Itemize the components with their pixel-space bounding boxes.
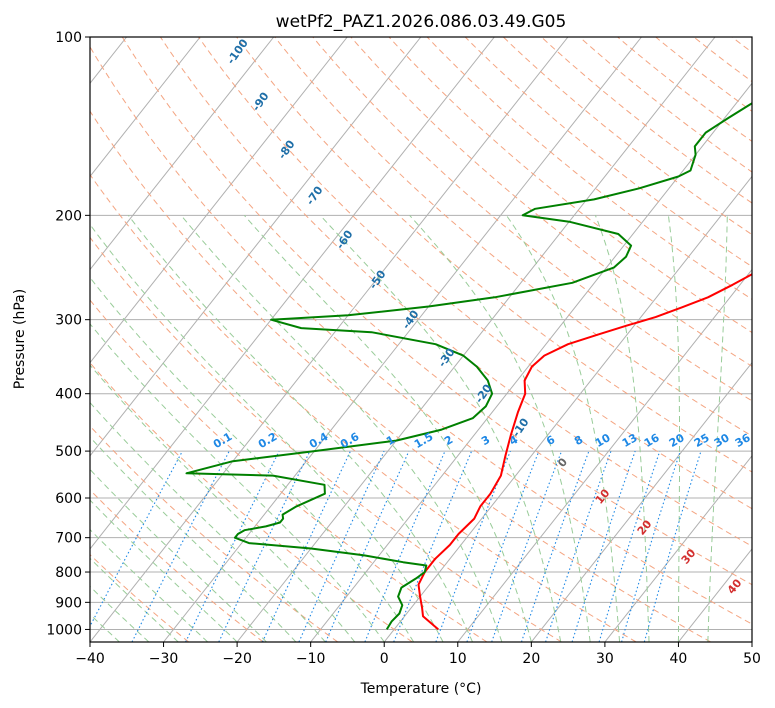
y-axis-label: Pressure (hPa) bbox=[12, 289, 28, 389]
mixing-ratio-line bbox=[393, 450, 473, 642]
isotherm-line bbox=[90, 37, 569, 642]
mixing-ratio-line bbox=[621, 450, 681, 642]
mixing-ratio-line bbox=[298, 450, 385, 642]
x-tick-label: 40 bbox=[670, 651, 688, 667]
moist-adiabat-line bbox=[90, 436, 297, 642]
mixing-ratio-line bbox=[90, 450, 183, 628]
x-tick-label: −10 bbox=[296, 651, 326, 667]
moist-adiabat-line bbox=[90, 499, 238, 642]
moist-adiabat-line bbox=[180, 214, 503, 642]
moist-adiabat-line bbox=[243, 214, 532, 642]
dry-adiabat-line bbox=[121, 37, 752, 586]
profile-lines bbox=[185, 102, 752, 631]
dry-adiabat-line bbox=[312, 37, 752, 402]
y-axis: 100 200 300 400 500 600 700 800 900 1000 bbox=[46, 30, 90, 638]
moist-adiabat-line bbox=[127, 214, 473, 642]
dry-adiabat-line bbox=[90, 362, 413, 642]
dry-adiabat-line bbox=[426, 37, 752, 300]
mixing-ratio-line bbox=[520, 450, 590, 642]
temperature-line bbox=[417, 273, 752, 631]
mixing-ratio-line bbox=[435, 450, 511, 642]
mixing-ratio-line bbox=[185, 450, 280, 642]
dry-adiabat-line bbox=[90, 45, 752, 625]
isotherm-line bbox=[90, 37, 275, 271]
mixing-ratio-line bbox=[545, 450, 612, 642]
mixing-ratio-line bbox=[643, 450, 702, 642]
mixing-ratio-line bbox=[491, 450, 563, 642]
moist-adiabat-line bbox=[90, 528, 209, 642]
isotherm-line bbox=[90, 37, 495, 550]
mixing-ratio-line bbox=[598, 450, 661, 642]
y-tick-label: 400 bbox=[55, 387, 82, 403]
x-tick-label: 10 bbox=[449, 651, 467, 667]
mixing-ratio-line bbox=[466, 450, 540, 642]
moist-adiabat-line bbox=[707, 215, 728, 642]
x-tick-label: −30 bbox=[149, 651, 179, 667]
moist-adiabat-line bbox=[319, 214, 562, 642]
y-tick-label: 1000 bbox=[46, 622, 82, 638]
isotherm-line bbox=[236, 37, 716, 642]
mixing-ratio-line bbox=[131, 450, 230, 642]
mixing-ratio-line bbox=[571, 450, 636, 642]
isotherm-line bbox=[530, 361, 752, 642]
x-tick-label: 30 bbox=[596, 651, 614, 667]
dry-adiabat-line bbox=[198, 37, 752, 510]
moist-adiabat-line bbox=[90, 323, 385, 642]
moist-adiabat-line bbox=[90, 401, 326, 642]
isotherm-line bbox=[90, 37, 422, 457]
isotherm-line bbox=[90, 37, 201, 178]
moist-adiabat-line bbox=[505, 215, 621, 642]
plot-frame bbox=[89, 36, 753, 643]
x-axis-label: Temperature (°C) bbox=[360, 681, 482, 697]
moist-adiabat-line bbox=[90, 557, 179, 642]
chart-title: wetPf2_PAZ1.2026.086.03.49.G05 bbox=[276, 12, 567, 32]
y-tick-label: 300 bbox=[55, 313, 82, 329]
isotherm-line bbox=[457, 268, 752, 642]
x-tick-label: 50 bbox=[743, 651, 761, 667]
y-tick-label: 900 bbox=[55, 595, 82, 611]
background-lines bbox=[90, 37, 752, 642]
dewpoint-line bbox=[185, 102, 752, 630]
y-tick-label: 200 bbox=[55, 208, 82, 224]
x-tick-label: 20 bbox=[522, 651, 540, 667]
dry-adiabat-line bbox=[274, 37, 752, 437]
moist-adiabat-line bbox=[667, 215, 680, 642]
dry-adiabat-line bbox=[159, 37, 752, 547]
moist-adiabat-line bbox=[90, 468, 267, 642]
x-tick-label: −20 bbox=[222, 651, 252, 667]
x-tick-label: −40 bbox=[75, 651, 105, 667]
moist-adiabat-line bbox=[90, 585, 150, 642]
y-tick-label: 800 bbox=[55, 565, 82, 581]
mixing-ratio-line bbox=[325, 450, 410, 642]
x-tick-label: 0 bbox=[380, 651, 389, 667]
y-tick-label: 500 bbox=[55, 444, 82, 460]
dry-adiabat-line bbox=[90, 425, 339, 642]
dry-adiabat-line bbox=[502, 37, 752, 236]
y-tick-label: 100 bbox=[55, 30, 82, 46]
y-tick-label: 600 bbox=[55, 491, 82, 507]
y-tick-label: 700 bbox=[55, 531, 82, 547]
x-axis: −40 −30 −20 −10 0 10 20 30 40 50 bbox=[75, 642, 761, 667]
dry-adiabat-line bbox=[464, 37, 752, 268]
isotherm-line bbox=[90, 37, 348, 364]
moist-adiabat-line bbox=[594, 215, 650, 642]
isotherm-line bbox=[383, 175, 752, 642]
dry-adiabat-line bbox=[90, 236, 562, 642]
moist-adiabat-line bbox=[90, 364, 356, 642]
mixing-ratio-line bbox=[364, 450, 446, 642]
moist-adiabat-line bbox=[90, 276, 415, 642]
isotherm-line bbox=[604, 454, 752, 642]
